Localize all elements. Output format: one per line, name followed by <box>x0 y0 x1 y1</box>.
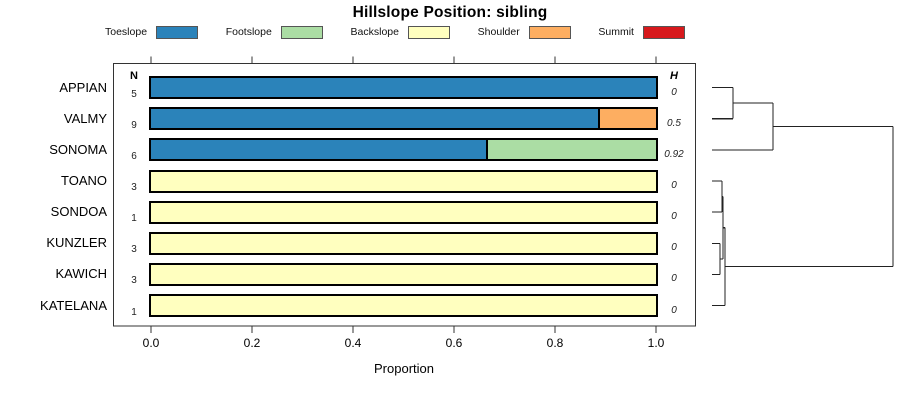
bar-segment-katelana-backslope <box>151 296 656 316</box>
legend-entry-backslope: Backslope <box>350 25 450 39</box>
h-value: 0 <box>671 273 677 285</box>
legend-label: Summit <box>598 26 634 38</box>
x-tick-label: 0.4 <box>344 336 362 350</box>
h-value: 0 <box>671 180 677 192</box>
n-value: 6 <box>131 150 137 162</box>
y-axis-label-appian: APPIAN <box>59 79 107 95</box>
bar-segment-sonoma-toeslope <box>151 140 488 160</box>
y-axis-label-kawich: KAWICH <box>55 266 107 282</box>
n-value: 3 <box>131 244 137 256</box>
y-axis-label-sonoma: SONOMA <box>49 141 107 157</box>
n-value: 3 <box>131 182 137 194</box>
n-value: 1 <box>131 213 137 225</box>
legend-swatch-footslope <box>280 25 323 39</box>
h-value: 0 <box>671 211 677 223</box>
legend-swatch-summit <box>642 25 685 39</box>
n-value: 9 <box>131 119 137 131</box>
bar-segment-sonoma-footslope <box>488 140 656 160</box>
bar-kawich <box>149 262 658 286</box>
n-value: 5 <box>131 88 137 100</box>
bar-valmy <box>149 107 658 131</box>
bar-segment-kawich-backslope <box>151 264 656 284</box>
bar-kunzler <box>149 231 658 255</box>
n-column-header: N <box>130 70 138 82</box>
h-column-header: H <box>670 70 678 82</box>
bar-segment-kunzler-backslope <box>151 233 656 253</box>
legend: Toeslope Footslope Backslope Shoulder Summit <box>105 24 685 40</box>
bar-sonoma <box>149 138 658 162</box>
legend-entry-shoulder: Shoulder <box>477 25 571 39</box>
legend-label: Footslope <box>225 26 272 38</box>
panel-border <box>113 63 696 327</box>
legend-entry-toeslope: Toeslope <box>105 25 199 39</box>
legend-label: Toeslope <box>105 26 148 38</box>
legend-label: Shoulder <box>477 26 520 38</box>
bar-appian <box>149 76 658 100</box>
legend-label: Backslope <box>350 26 399 38</box>
bar-sondoa <box>149 200 658 224</box>
n-value: 3 <box>131 275 137 287</box>
bar-segment-valmy-shoulder <box>600 109 656 129</box>
legend-swatch-shoulder <box>528 25 571 39</box>
y-axis-label-katelana: KATELANA <box>40 297 107 313</box>
h-value: 0.5 <box>667 117 681 129</box>
bar-toano <box>149 169 658 193</box>
h-value: 0 <box>671 86 677 98</box>
n-value: 1 <box>131 306 137 318</box>
bar-segment-valmy-toeslope <box>151 109 600 129</box>
y-axis-label-toano: TOANO <box>61 173 107 189</box>
legend-entry-footslope: Footslope <box>225 25 323 39</box>
y-axis-label-sondoa: SONDOA <box>50 204 107 220</box>
legend-entry-summit: Summit <box>598 25 685 39</box>
legend-swatch-backslope <box>407 25 450 39</box>
y-axis-label-valmy: VALMY <box>63 110 107 126</box>
y-axis-label-kunzler: KUNZLER <box>46 235 107 251</box>
chart-title: Hillslope Position: sibling <box>352 4 548 21</box>
x-tick-label: 1.0 <box>647 336 665 350</box>
h-value: 0 <box>671 304 677 316</box>
x-tick-label: 0.8 <box>546 336 564 350</box>
x-tick-label: 0.2 <box>243 336 261 350</box>
x-axis-label: Proportion <box>374 361 434 376</box>
bar-segment-appian-toeslope <box>151 78 656 98</box>
h-value: 0.92 <box>664 148 684 160</box>
h-value: 0 <box>671 242 677 254</box>
x-tick-label: 0.0 <box>142 336 160 350</box>
bar-katelana <box>149 294 658 318</box>
bar-segment-sondoa-backslope <box>151 202 656 222</box>
legend-swatch-toeslope <box>156 25 199 39</box>
bar-segment-toano-backslope <box>151 171 656 191</box>
x-tick-label: 0.6 <box>445 336 463 350</box>
